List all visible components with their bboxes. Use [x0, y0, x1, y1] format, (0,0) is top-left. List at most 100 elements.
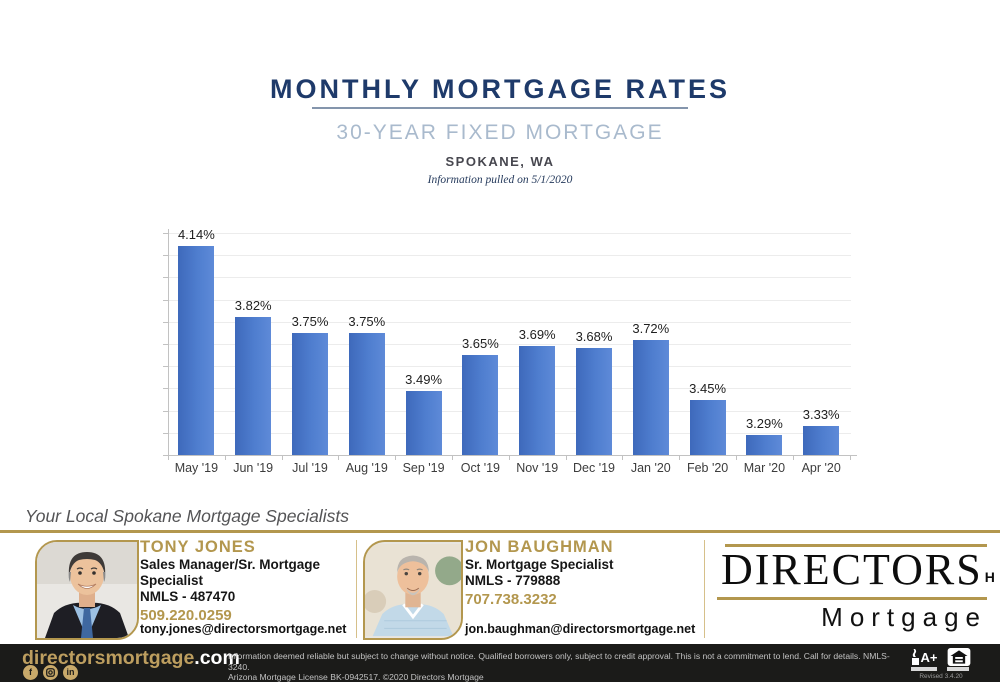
- agent-title: Sales Manager/Sr. Mortgage Specialist: [140, 557, 321, 588]
- x-axis: [163, 455, 857, 456]
- logo-brand-text: DIRECTORS H: [721, 545, 995, 594]
- agent-name: TONY JONES: [140, 538, 256, 556]
- bar-value-label: 3.65%: [461, 336, 499, 352]
- data-pulled-note: Information pulled on 5/1/2020: [427, 174, 573, 186]
- x-axis-label: Apr '20: [801, 461, 841, 475]
- bar-value-label: 3.75%: [348, 313, 386, 329]
- gold-divider: [0, 530, 1000, 533]
- agent-phone[interactable]: 707.738.3232: [465, 591, 557, 608]
- bar-value-label: 3.45%: [689, 380, 727, 396]
- x-axis-label: Jun '19: [233, 461, 274, 475]
- directors-mortgage-logo: DIRECTORS H Mortgage: [715, 538, 995, 638]
- x-axis-label: Aug '19: [345, 461, 388, 475]
- chart-bar: [462, 355, 499, 455]
- equal-housing-lender-icon: [947, 648, 971, 671]
- x-axis-tick: [224, 455, 226, 460]
- x-axis-label: Nov '19: [516, 461, 559, 475]
- chart-bar: [632, 339, 669, 455]
- page-subtitle: 30-YEAR FIXED MORTGAGE: [336, 121, 664, 144]
- logo-rule-bottom: [717, 597, 987, 600]
- facebook-icon[interactable]: f: [23, 665, 38, 680]
- disclaimer-line-2: Arizona Mortgage License BK-0942517. ©20…: [228, 672, 484, 682]
- x-axis-tick: [565, 455, 567, 460]
- agent-email[interactable]: jon.baughman@directorsmortgage.net: [465, 622, 696, 636]
- y-axis-tick: [163, 388, 168, 390]
- title-underline: [312, 107, 688, 109]
- x-axis-tick: [395, 455, 397, 460]
- linkedin-icon[interactable]: in: [63, 665, 78, 680]
- y-axis-tick: [163, 233, 168, 234]
- y-axis-tick: [163, 410, 168, 412]
- footer-bar: directorsmortgage.com f in Information d…: [0, 644, 1000, 682]
- x-axis-label: Sep '19: [402, 461, 445, 475]
- instagram-icon[interactable]: [43, 665, 58, 680]
- y-axis-tick: [163, 277, 168, 279]
- logo-h-mark: H: [984, 569, 995, 585]
- y-axis-tick: [163, 366, 168, 368]
- mortgage-rates-bar-chart: 4.14% May '19 3.82% Jun '19 3.75% Jul '19 3.75…: [148, 213, 872, 485]
- gridline: [169, 366, 851, 368]
- jon-baughman-portrait: [365, 543, 461, 637]
- y-axis-tick: [163, 299, 168, 301]
- bar-value-label: 3.72%: [632, 320, 670, 336]
- page-title: MONTHLY MORTGAGE RATES: [269, 74, 731, 104]
- tony-jones-portrait: [37, 542, 137, 638]
- y-axis-tick: [163, 432, 168, 434]
- x-axis-tick: [622, 455, 624, 460]
- gridline: [169, 388, 851, 390]
- chart-bar: [292, 332, 328, 455]
- agent-email[interactable]: tony.jones@directorsmortgage.net: [140, 622, 347, 636]
- logo-mortgage-text: Mortgage: [821, 602, 987, 632]
- x-axis-tick: [452, 455, 453, 460]
- x-axis-label: Mar '20: [743, 461, 786, 475]
- bar-value-label: 3.75%: [291, 313, 329, 329]
- bar-value-label: 3.33%: [802, 407, 840, 423]
- disclaimer-line-1: Information deemed reliable but subject …: [228, 651, 890, 672]
- chart-bar: [405, 390, 442, 455]
- chart-bar: [689, 399, 726, 455]
- gridline: [169, 255, 851, 257]
- x-axis-tick: [736, 455, 737, 460]
- bar-value-label: 3.29%: [745, 416, 783, 432]
- agent-name: JON BAUGHMAN: [465, 538, 614, 556]
- logo-rule-top: [725, 544, 987, 547]
- bbb-accredited-icon: A+: [911, 648, 939, 671]
- x-axis-tick: [338, 455, 340, 460]
- card-separator: [704, 540, 705, 638]
- y-axis-tick: [163, 344, 168, 345]
- agent-title: Sr. Mortgage Specialist: [465, 557, 614, 572]
- gridline: [169, 277, 851, 279]
- agent-photo-tony-jones: [35, 540, 139, 640]
- agent-phone[interactable]: 509.220.0259: [140, 607, 232, 624]
- x-axis-label: Feb '20: [686, 461, 729, 475]
- x-axis-tick: [792, 455, 794, 460]
- bar-value-label: 3.69%: [518, 327, 556, 343]
- location-label: SPOKANE, WA: [445, 154, 555, 169]
- chart-bar: [746, 435, 783, 455]
- revised-label: Revised 3.4.20: [919, 673, 963, 680]
- agent-photo-jon-baughman: [363, 540, 463, 640]
- agent-card-jon-baughman: JON BAUGHMAN Sr. Mortgage Specialist NML…: [363, 538, 696, 640]
- agent-info: JON BAUGHMAN Sr. Mortgage Specialist NML…: [465, 538, 693, 609]
- x-axis-tick: [168, 455, 169, 460]
- gridline: [169, 321, 851, 323]
- x-axis-label: Oct '19: [460, 461, 500, 475]
- x-axis-tick: [679, 455, 681, 460]
- gridline: [169, 299, 851, 301]
- y-axis: [168, 229, 169, 455]
- agent-nmls: NMLS - 487470: [140, 589, 236, 604]
- gridline: [169, 432, 851, 434]
- website-link[interactable]: directorsmortgage.com: [22, 647, 240, 669]
- agent-info: TONY JONES Sales Manager/Sr. Mortgage Sp…: [140, 538, 355, 625]
- x-axis-tick: [281, 455, 283, 460]
- x-axis-label: Jul '19: [292, 461, 328, 475]
- bar-value-label: 3.49%: [405, 371, 443, 387]
- gridline: [169, 233, 851, 234]
- agent-card-tony-jones: TONY JONES Sales Manager/Sr. Mortgage Sp…: [35, 538, 355, 640]
- gridline: [169, 410, 851, 412]
- svg-text:A+: A+: [921, 650, 938, 665]
- x-axis-label: Jan '20: [630, 461, 671, 475]
- footer-badges: A+ Revised 3.4.20: [902, 648, 980, 680]
- disclaimer-text: Information deemed reliable but subject …: [228, 651, 900, 683]
